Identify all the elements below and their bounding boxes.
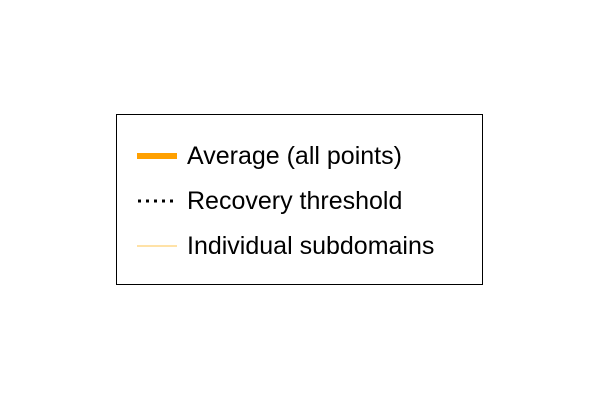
legend-entry-individual-subdomains: Individual subdomains <box>117 229 482 263</box>
legend-swatch-individual-subdomains <box>137 245 177 247</box>
chart-legend: Average (all points) Recovery threshold … <box>116 114 483 285</box>
legend-entry-average: Average (all points) <box>117 139 482 173</box>
legend-label-individual-subdomains: Individual subdomains <box>187 232 435 260</box>
legend-entry-recovery-threshold: Recovery threshold <box>117 184 482 218</box>
legend-swatch-average <box>137 153 177 159</box>
legend-label-average: Average (all points) <box>187 142 402 170</box>
legend-label-recovery-threshold: Recovery threshold <box>187 187 403 215</box>
legend-swatch-recovery-threshold <box>138 199 177 203</box>
